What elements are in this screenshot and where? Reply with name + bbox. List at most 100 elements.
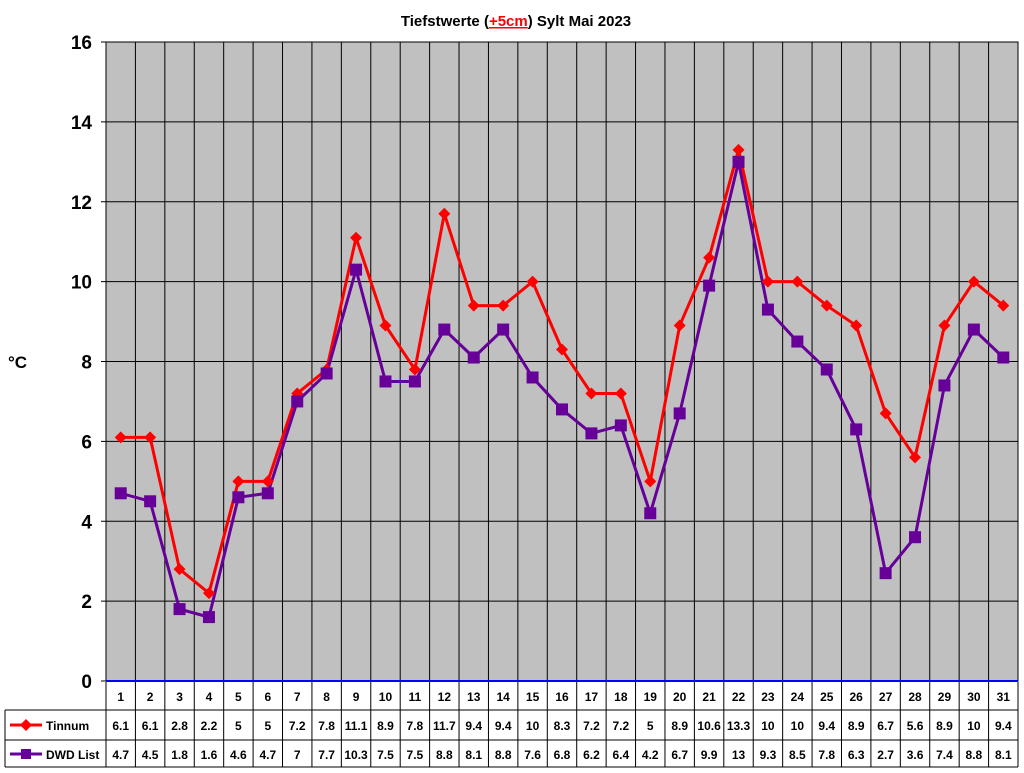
data-point-diamond	[850, 319, 863, 332]
x-tick-label: 14	[496, 690, 510, 704]
table-value: 7.2	[583, 719, 600, 733]
y-tick-label: 2	[81, 592, 92, 613]
data-point-diamond	[909, 451, 922, 464]
table-value: 6.1	[112, 719, 129, 733]
data-point-square	[350, 263, 363, 276]
data-point-square	[820, 363, 833, 376]
legend-label: Tinnum	[46, 719, 89, 733]
table-value: 8.8	[436, 748, 453, 762]
legend-label: DWD List	[46, 748, 99, 762]
data-point-diamond	[997, 299, 1010, 312]
table-value: 10	[791, 719, 805, 733]
data-point-square	[938, 379, 951, 392]
x-tick-label: 10	[379, 690, 393, 704]
data-point-diamond	[202, 587, 215, 600]
data-point-square	[703, 279, 716, 292]
x-tick-label: 4	[206, 690, 213, 704]
table-value: 6.7	[877, 719, 894, 733]
table-value: 4.2	[642, 748, 659, 762]
table-value: 10.6	[697, 719, 721, 733]
x-tick-label: 2	[147, 690, 154, 704]
table-value: 2.2	[201, 719, 218, 733]
x-tick-label: 13	[467, 690, 481, 704]
table-value: 1.6	[201, 748, 218, 762]
table-value: 8.9	[377, 719, 394, 733]
data-point-square	[761, 303, 774, 316]
table-value: 9.4	[995, 719, 1012, 733]
data-point-square	[497, 323, 510, 336]
y-tick-label: 0	[81, 672, 92, 693]
data-point-diamond	[350, 231, 363, 244]
data-point-square	[144, 495, 157, 508]
table-value: 6.2	[583, 748, 600, 762]
data-point-diamond	[732, 143, 745, 156]
data-point-square	[438, 323, 451, 336]
data-point-square	[320, 367, 333, 380]
title-suffix: ) Sylt Mai 2023	[528, 13, 631, 30]
x-tick-label: 21	[702, 690, 716, 704]
table-value: 8.3	[554, 719, 571, 733]
data-point-square	[526, 371, 539, 384]
table-value: 8.1	[465, 748, 482, 762]
table-value: 7.4	[936, 748, 953, 762]
table-value: 13	[732, 748, 746, 762]
table-value: 4.7	[112, 748, 129, 762]
table-value: 9.4	[818, 719, 835, 733]
x-tick-label: 25	[820, 690, 834, 704]
table-value: 6.7	[671, 748, 688, 762]
table-value: 5	[647, 719, 654, 733]
table-value: 7.6	[524, 748, 541, 762]
data-point-square	[556, 403, 568, 416]
table-value: 4.5	[142, 748, 159, 762]
x-tick-label: 31	[997, 690, 1011, 704]
legend-diamond-marker	[20, 719, 32, 731]
data-point-square	[644, 507, 657, 520]
table-value: 11.1	[345, 719, 368, 733]
y-tick-label: 12	[71, 193, 92, 214]
x-tick-label: 23	[761, 690, 775, 704]
table-value: 8.5	[789, 748, 806, 762]
data-point-diamond	[938, 319, 951, 332]
table-value: 10	[526, 719, 540, 733]
table-value: 4.7	[259, 748, 276, 762]
y-tick-label: 16	[71, 33, 92, 54]
data-point-square	[261, 487, 274, 500]
x-tick-label: 26	[850, 690, 864, 704]
x-tick-label: 17	[585, 690, 599, 704]
x-tick-label: 7	[294, 690, 301, 704]
table-value: 11.7	[433, 719, 456, 733]
table-value: 9.9	[701, 748, 718, 762]
y-axis-label: °C	[8, 353, 27, 372]
table-value: 1.8	[171, 748, 188, 762]
x-tick-label: 1	[117, 690, 124, 704]
data-point-diamond	[585, 387, 598, 400]
data-point-square	[997, 351, 1010, 364]
x-tick-label: 11	[409, 690, 422, 704]
data-point-square	[202, 611, 215, 624]
data-point-square	[173, 603, 186, 616]
y-tick-label: 4	[81, 512, 92, 533]
data-point-square	[909, 531, 922, 544]
table-value: 8.9	[671, 719, 688, 733]
data-point-diamond	[673, 319, 686, 332]
data-point-square	[967, 323, 980, 336]
data-point-square	[408, 375, 421, 388]
data-point-diamond	[526, 275, 539, 288]
x-tick-label: 28	[908, 690, 922, 704]
data-point-diamond	[173, 563, 186, 576]
table-value: 13.3	[727, 719, 751, 733]
table-value: 5.6	[907, 719, 924, 733]
title-highlight: +5cm	[489, 13, 528, 30]
table-value: 6.3	[848, 748, 865, 762]
title-prefix: Tiefstwerte (	[401, 13, 489, 30]
data-point-diamond	[703, 251, 716, 264]
table-value: 2.7	[877, 748, 894, 762]
data-point-diamond	[144, 431, 157, 444]
data-point-square	[379, 375, 392, 388]
table-value: 8.9	[936, 719, 953, 733]
table-value: 7.5	[407, 748, 424, 762]
data-point-square	[850, 423, 863, 436]
x-tick-label: 29	[938, 690, 952, 704]
table-value: 7.8	[318, 719, 335, 733]
table-value: 7.8	[407, 719, 424, 733]
